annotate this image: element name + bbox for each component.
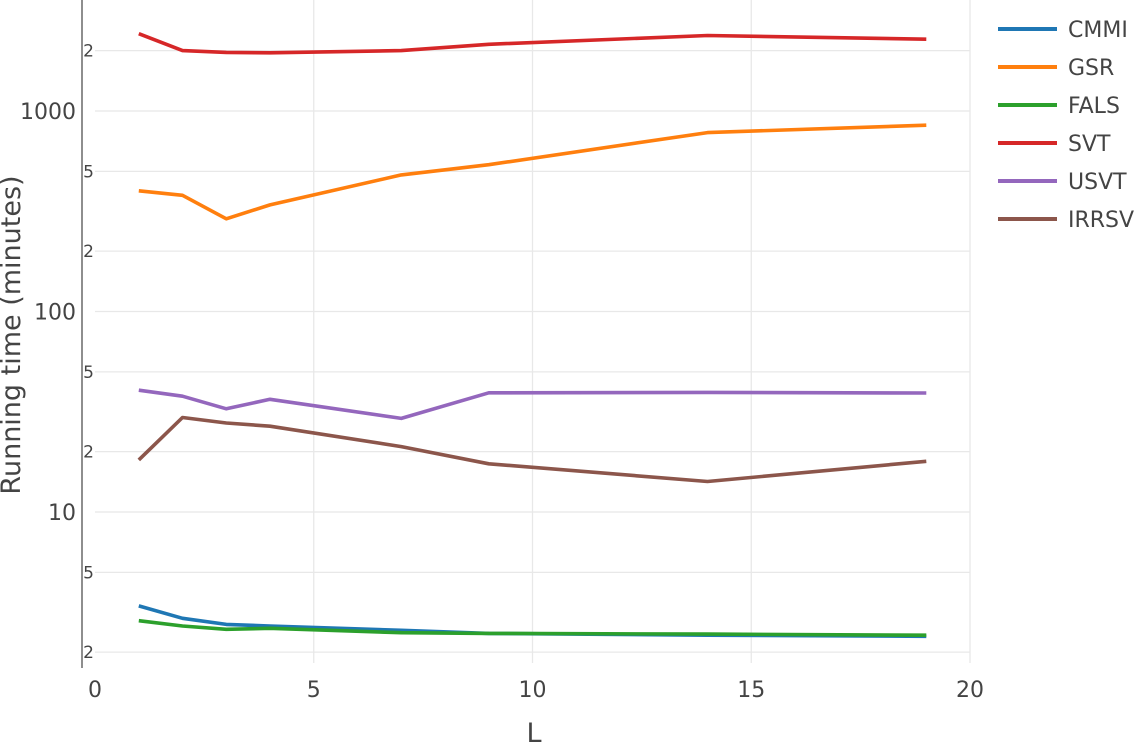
y-axis-title: Running time (minutes) bbox=[0, 175, 27, 494]
y-minor-tick-label: 5 bbox=[83, 363, 94, 383]
x-tick-label: 15 bbox=[737, 678, 765, 703]
x-tick-label: 5 bbox=[307, 678, 321, 703]
legend-label: SVT bbox=[1068, 132, 1111, 157]
x-tick-label: 10 bbox=[519, 678, 547, 703]
y-minor-tick-label: 2 bbox=[83, 242, 94, 262]
y-tick-label: 1000 bbox=[20, 100, 76, 125]
legend-label: USVT bbox=[1068, 170, 1127, 195]
x-tick-label: 0 bbox=[88, 678, 102, 703]
y-minor-tick-label: 2 bbox=[83, 42, 94, 62]
y-tick-label: 100 bbox=[34, 301, 76, 326]
x-axis-ticks: 0 5 10 15 20 bbox=[88, 678, 984, 703]
legend-label: GSR bbox=[1068, 56, 1114, 81]
y-minor-tick-label: 2 bbox=[83, 643, 94, 663]
legend-item-usvt[interactable]: USVT bbox=[998, 170, 1127, 195]
series-line-irrsv bbox=[137, 415, 927, 484]
series-line-svt bbox=[138, 32, 927, 55]
gridlines bbox=[95, 0, 971, 663]
y-minor-tick-label: 5 bbox=[83, 162, 94, 182]
y-tick-label: 10 bbox=[48, 501, 76, 526]
legend-label: FALS bbox=[1068, 94, 1120, 119]
legend-label: CMMI bbox=[1068, 18, 1128, 43]
series-line-gsr bbox=[138, 123, 927, 221]
x-axis-title: L bbox=[526, 718, 541, 746]
series-line-usvt bbox=[138, 388, 927, 421]
y-minor-tick-label: 5 bbox=[83, 563, 94, 583]
legend-item-svt[interactable]: SVT bbox=[998, 132, 1111, 157]
y-axis-ticks: 10 100 1000 2 5 2 5 2 5 2 bbox=[20, 42, 94, 664]
x-tick-label: 20 bbox=[956, 678, 984, 703]
y-minor-tick-label: 2 bbox=[83, 443, 94, 463]
legend-item-irrsv[interactable]: IRRSV bbox=[998, 208, 1134, 233]
legend[interactable]: CMMI GSR FALS SVT USVT IRRSV bbox=[998, 18, 1134, 233]
legend-label: IRRSV bbox=[1068, 208, 1134, 233]
legend-item-gsr[interactable]: GSR bbox=[998, 56, 1114, 81]
series-lines bbox=[137, 32, 927, 639]
legend-item-fals[interactable]: FALS bbox=[998, 94, 1120, 119]
legend-item-cmmi[interactable]: CMMI bbox=[998, 18, 1128, 43]
series-line-fals bbox=[138, 618, 927, 637]
